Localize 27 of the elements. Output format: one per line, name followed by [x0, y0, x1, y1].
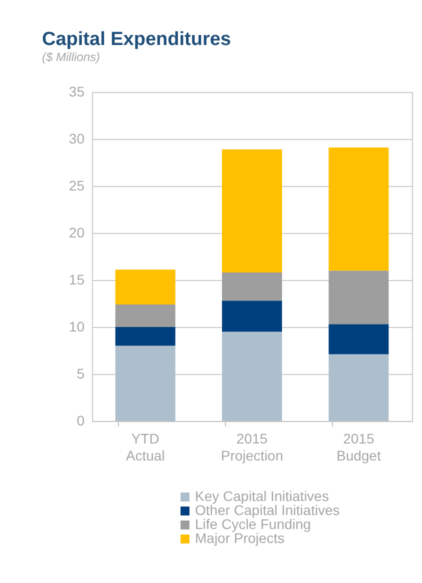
bar	[115, 270, 176, 304]
bar	[115, 304, 176, 327]
x-tick-label: YTD Actual	[126, 430, 165, 464]
bar	[222, 149, 282, 272]
chart-title: Capital Expenditures	[42, 29, 231, 50]
x-tick-label: 2015 Budget	[336, 430, 381, 464]
y-tick-label: 30	[68, 130, 85, 146]
y-tick-label: 15	[68, 272, 85, 288]
y-tick-label: 0	[76, 412, 85, 428]
y-tick-label: 5	[76, 366, 85, 382]
bar	[328, 147, 389, 271]
bar	[115, 346, 176, 421]
y-tick-label: 25	[68, 178, 85, 194]
bar	[222, 272, 282, 301]
x-tick-label: 2015 Projection	[220, 430, 284, 464]
bar	[222, 332, 282, 421]
chart-subtitle: ($ Millions)	[42, 50, 100, 64]
y-tick-label: 20	[68, 224, 85, 240]
bar	[328, 354, 389, 421]
bar	[328, 270, 389, 324]
bar	[328, 324, 389, 354]
legend-label: Key Capital Initiatives	[195, 488, 329, 504]
bar	[115, 327, 176, 346]
legend-label: Life Cycle Funding	[195, 516, 311, 532]
y-tick-label: 10	[68, 318, 85, 334]
y-tick-label: 35	[68, 84, 85, 100]
bar	[222, 300, 282, 332]
